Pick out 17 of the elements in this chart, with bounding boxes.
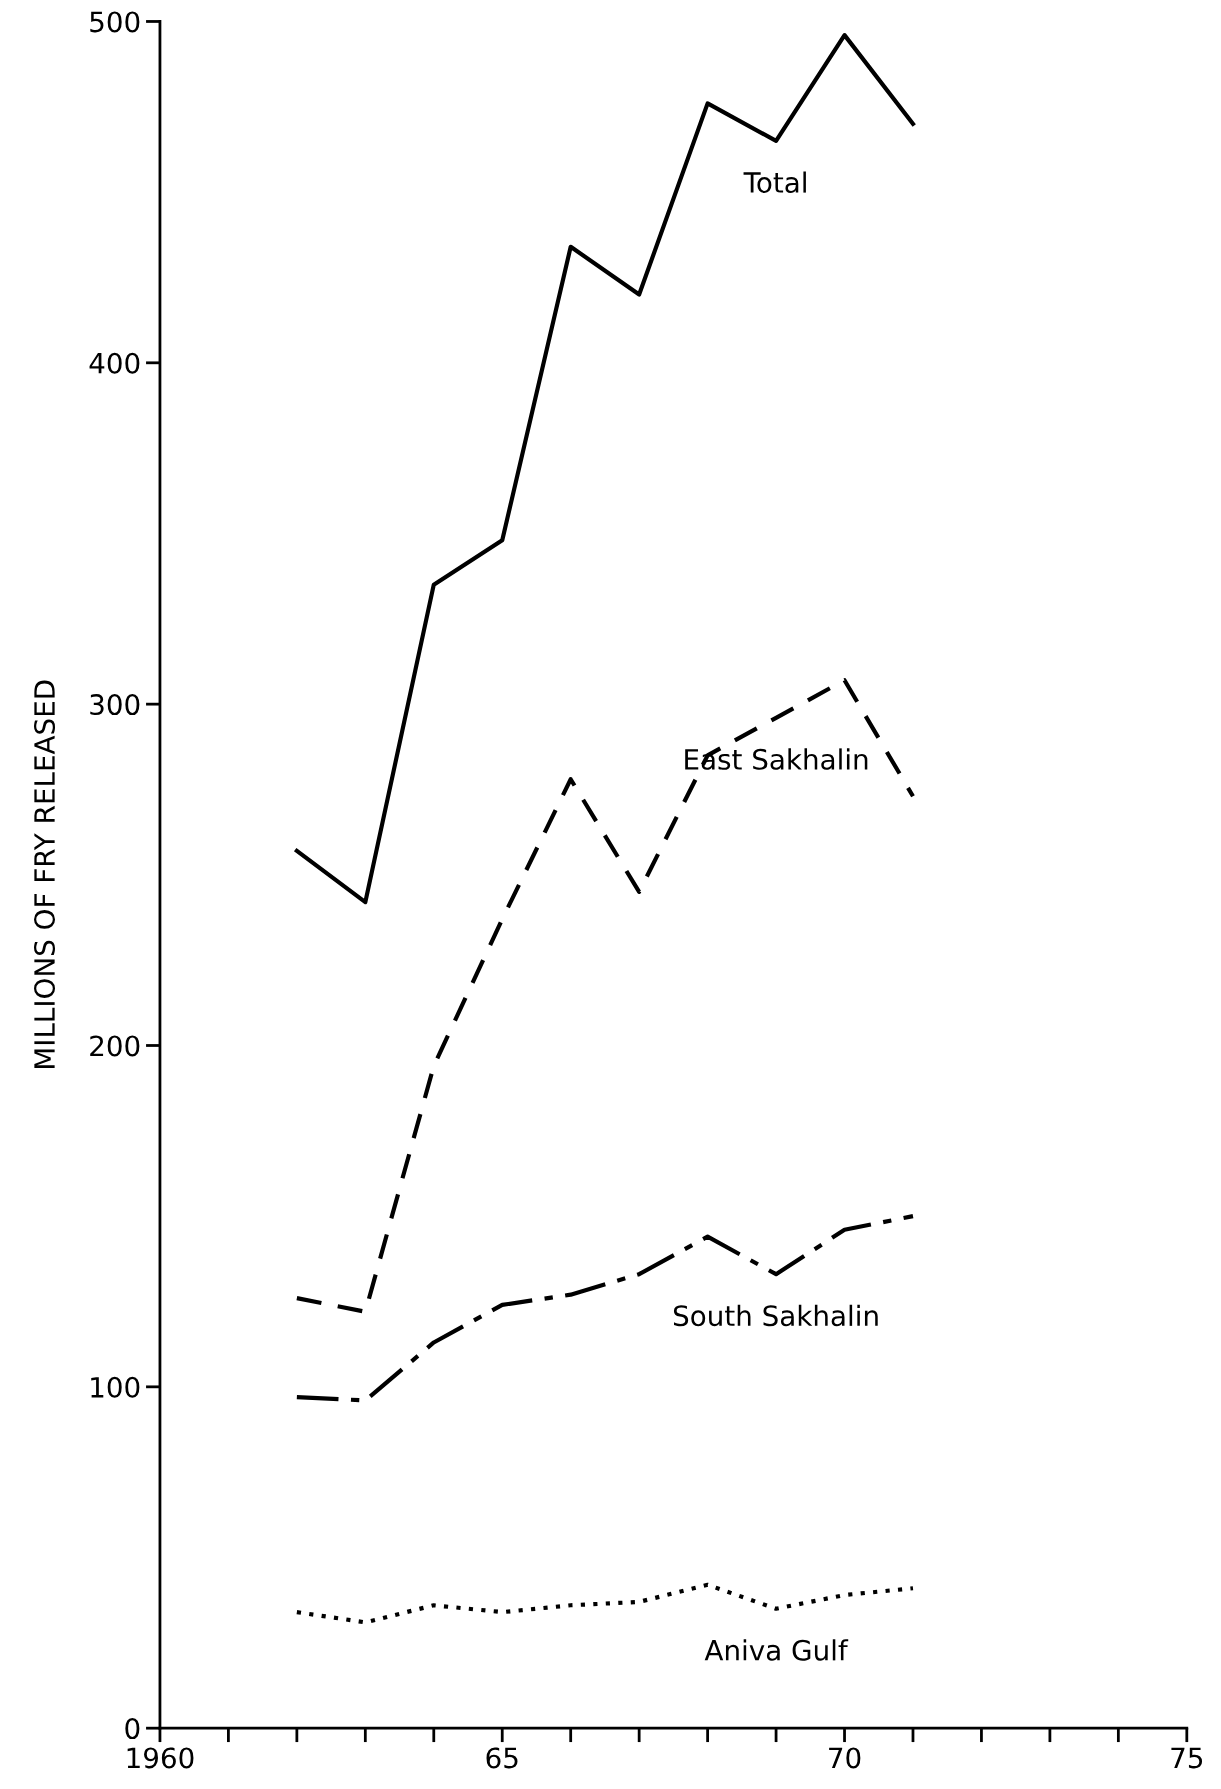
series-label: Aniva Gulf (704, 1639, 849, 1661)
series-label: Total (743, 171, 806, 193)
y-tick-label: 500 (90, 11, 140, 33)
y-axis-title: MILLIONS OF FRY RELEASED (34, 680, 56, 1069)
x-tick-label: 1960 (127, 1747, 194, 1769)
y-tick-label: 200 (90, 1035, 140, 1057)
y-tick-label: 400 (89, 352, 140, 374)
line-series (294, 33, 916, 905)
x-tick-label: 70 (829, 1747, 861, 1769)
x-tick-label: 65 (486, 1747, 518, 1769)
y-tick-label: 0 (125, 1718, 140, 1740)
y-tick-label: 100 (91, 1376, 140, 1398)
line-series (294, 1214, 916, 1403)
x-tick-label: 75 (1171, 1747, 1203, 1769)
y-tick-label: 300 (90, 694, 140, 716)
line-series (294, 1582, 916, 1625)
series-label: South Sakhalin (673, 1304, 878, 1327)
